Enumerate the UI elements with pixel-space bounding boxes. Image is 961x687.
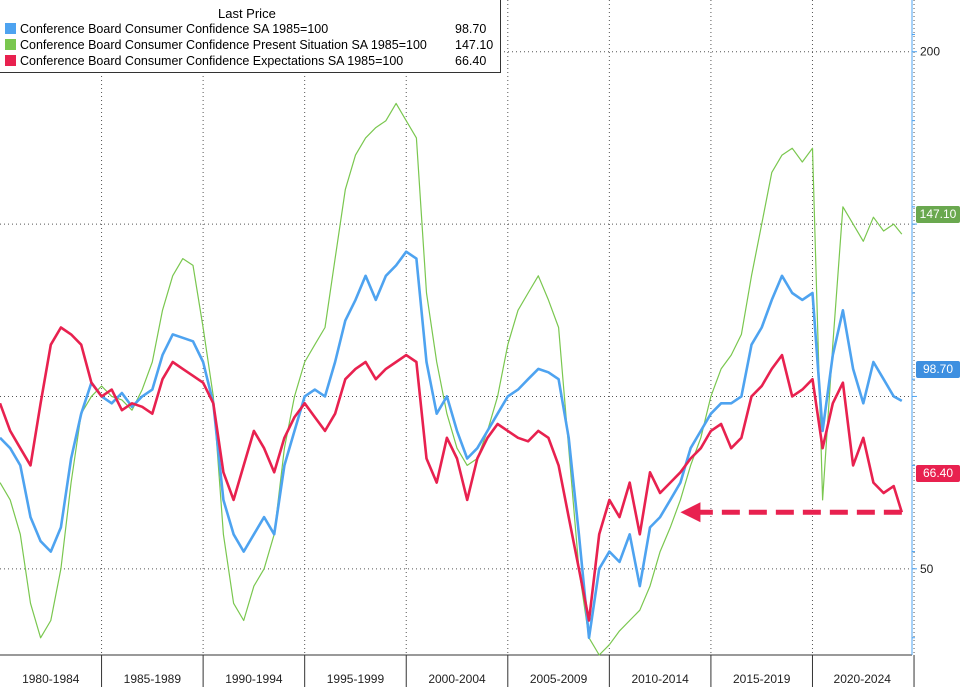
legend-label: Conference Board Consumer Confidence Exp…: [20, 54, 404, 68]
series-lines: [0, 102, 904, 656]
last-value-tag-expectations: 66.40: [916, 465, 960, 482]
legend-label: Conference Board Consumer Confidence Pre…: [20, 38, 427, 52]
series-line-2: [0, 326, 904, 622]
legend-item-present-situation: Conference Board Consumer Confidence Pre…: [5, 38, 493, 54]
legend-swatch: [5, 39, 16, 50]
annotation-arrowhead: [680, 502, 701, 523]
gridlines: [0, 0, 915, 655]
y-axis: 50 200: [911, 0, 940, 655]
legend-label: Conference Board Consumer Confidence SA …: [20, 22, 329, 36]
legend-value: 66.40: [455, 54, 487, 68]
legend-swatch: [5, 55, 16, 66]
series-line-1: [0, 102, 903, 656]
y-tick-label: 50: [920, 562, 934, 576]
legend-item-expectations: Conference Board Consumer Confidence Exp…: [5, 54, 486, 70]
x-tick-label: 2005-2009: [530, 672, 588, 686]
x-tick-label: 1980-1984: [22, 672, 80, 686]
x-tick-label: 1995-1999: [327, 672, 385, 686]
x-tick-label: 2020-2024: [834, 672, 892, 686]
x-tick-label: 2010-2014: [631, 672, 689, 686]
annotation: [680, 502, 902, 523]
x-tick-label: 2015-2019: [733, 672, 791, 686]
legend-header: Last Price: [218, 6, 276, 21]
legend-value: 98.70: [455, 22, 487, 36]
x-axis: 1980-1984 1985-1989 1990-1994 1995-1999 2000…: [0, 654, 915, 687]
last-value-tag-consumer-confidence: 98.70: [916, 361, 960, 378]
x-tick-label: 2000-2004: [428, 672, 486, 686]
x-tick-label: 1985-1989: [124, 672, 182, 686]
legend-swatch: [5, 23, 16, 34]
x-tick-label: 1990-1994: [225, 672, 283, 686]
last-value-tag-present-situation: 147.10: [916, 206, 960, 223]
series-line-0: [0, 250, 903, 640]
legend-value: 147.10: [455, 38, 494, 52]
legend-item-consumer-confidence: Conference Board Consumer Confidence SA …: [5, 22, 486, 38]
y-tick-label: 200: [920, 45, 940, 59]
legend: Last Price Conference Board Consumer Con…: [0, 0, 501, 73]
